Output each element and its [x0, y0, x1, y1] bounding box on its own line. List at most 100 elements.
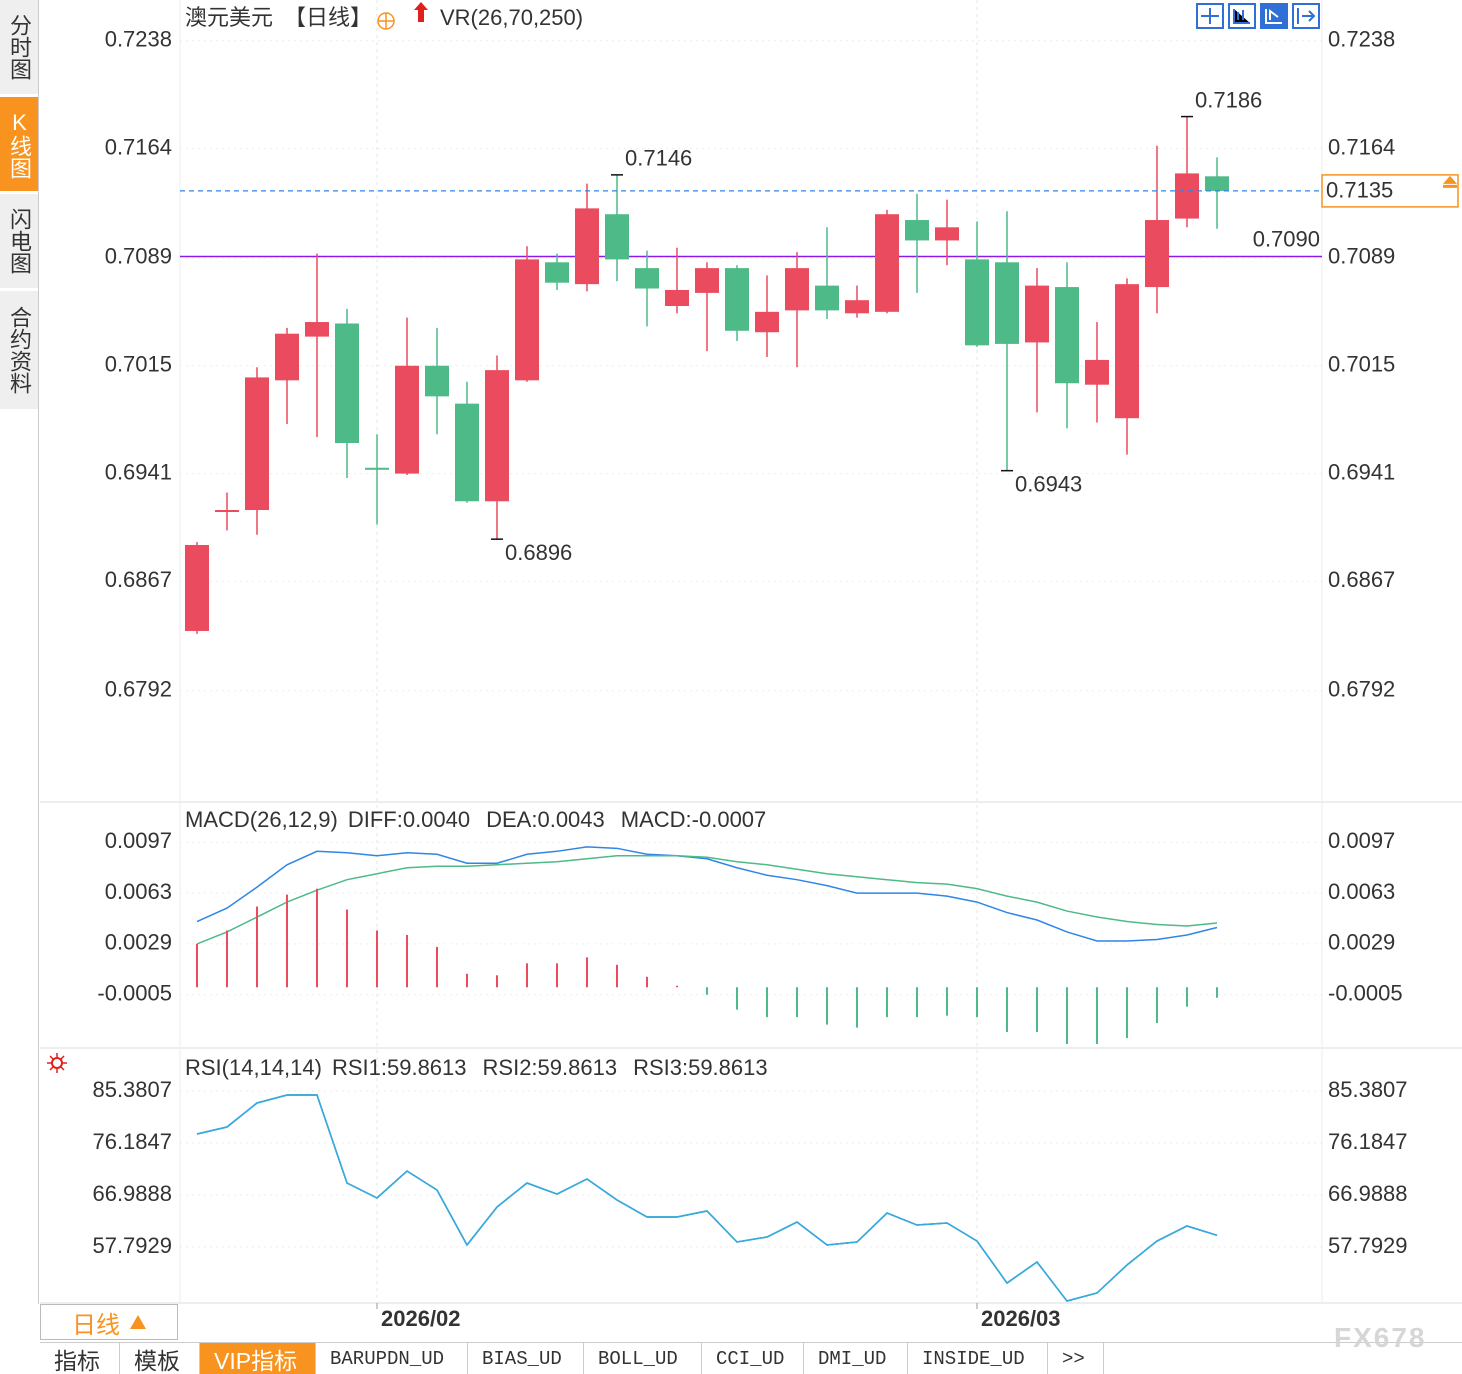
bottom-tab[interactable]: VIP指标: [200, 1343, 316, 1374]
y-tick-label-right: 0.7238: [1328, 27, 1395, 52]
candle-body: [245, 377, 269, 511]
candle-body: [1055, 287, 1079, 384]
y-tick-label: 76.1847: [92, 1129, 172, 1154]
rsi-icon-rays: [47, 1053, 67, 1073]
low-label: 0.6896: [505, 540, 572, 565]
y-tick-label-right: 0.6867: [1328, 567, 1395, 592]
legend-entry: RSI3:59.8613: [633, 1055, 768, 1080]
bottom-tab[interactable]: BARUPDN_UD: [316, 1343, 468, 1374]
series-line: [196, 1094, 1218, 1302]
series-line: [196, 1094, 1218, 1302]
candle-body: [935, 227, 959, 241]
y-tick-label-right: 0.6941: [1328, 459, 1395, 484]
indicator-title: RSI(14,14,14): [185, 1055, 322, 1080]
y-tick-label: 0.0063: [105, 879, 172, 904]
candle-body: [1115, 284, 1139, 419]
y-tick-label: 0.0029: [105, 930, 172, 955]
legend-entry: DEA:0.0043: [486, 807, 605, 832]
period-button[interactable]: 日线: [40, 1304, 178, 1340]
y-tick-label: 0.7015: [105, 352, 172, 377]
y-tick-label-right: 0.7089: [1328, 244, 1395, 269]
candle-body: [485, 370, 509, 502]
settings-icon-glyph: [378, 13, 394, 29]
candle-body: [965, 259, 989, 346]
x-tick-label: 2026/03: [981, 1306, 1061, 1331]
candle-body: [515, 259, 539, 381]
toolbar-icons: [1196, 3, 1320, 29]
candle-body: [575, 208, 599, 285]
y-tick-label-right: 0.0029: [1328, 930, 1395, 955]
candle-body: [365, 467, 389, 470]
y-tick-label: 0.6867: [105, 567, 172, 592]
candle-body: [905, 220, 929, 241]
sidebar: 分时图 K线图 闪电图 合约资料: [0, 0, 39, 1304]
y-tick-label-right: -0.0005: [1328, 981, 1403, 1006]
candle-body: [395, 365, 419, 474]
sidebar-tab[interactable]: K线图: [0, 97, 38, 194]
bottom-tab[interactable]: 模板: [120, 1343, 200, 1374]
low-label: 0.6943: [1015, 471, 1082, 496]
period-arrow: [130, 1315, 146, 1329]
candle-body: [1085, 359, 1109, 385]
sidebar-tab[interactable]: 闪电图: [0, 194, 38, 291]
candle-body: [455, 403, 479, 502]
chart-title: 澳元美元: [185, 5, 273, 30]
x-tick-label: 2026/02: [381, 1306, 461, 1331]
legend-entry: RSI2:59.8613: [483, 1055, 618, 1080]
sidebar-tab[interactable]: 分时图: [0, 0, 38, 97]
series-line: [196, 855, 1218, 945]
icon-button[interactable]: [1260, 3, 1288, 29]
y-tick-label-right: 0.0097: [1328, 828, 1395, 853]
y-tick-label: 0.6792: [105, 677, 172, 702]
legend-entry: MACD:-0.0007: [621, 807, 767, 832]
candle-body: [1025, 285, 1049, 343]
y-tick-label: 0.7238: [105, 27, 172, 52]
bottom-tab-bar: 指标 模板 VIP指标 BARUPDN_UD BIAS_UD BOLL_UD CCI_UD D…: [40, 1342, 1462, 1374]
y-tick-label-right: 0.7164: [1328, 134, 1395, 159]
high-label: 0.7146: [625, 146, 692, 171]
y-tick-label: 0.7089: [105, 244, 172, 269]
y-tick-label: 0.6941: [105, 459, 172, 484]
last-price-arrow: [1443, 175, 1457, 188]
bottom-tab[interactable]: CCI_UD: [702, 1343, 804, 1374]
candle-body: [725, 268, 749, 331]
candle-body: [275, 333, 299, 381]
candle-body: [875, 214, 899, 312]
indicator-arrow[interactable]: [414, 2, 428, 22]
series-line: [196, 846, 1218, 942]
candle-body: [785, 268, 809, 311]
bottom-tab[interactable]: BOLL_UD: [584, 1343, 702, 1374]
candle-body: [215, 510, 239, 513]
bottom-tab[interactable]: >>: [1048, 1343, 1104, 1374]
bottom-tab[interactable]: DMI_UD: [804, 1343, 908, 1374]
y-tick-label-right: 0.7015: [1328, 352, 1395, 377]
y-tick-label: 57.7929: [92, 1233, 172, 1258]
candle-body: [995, 262, 1019, 344]
high-label: 0.7186: [1195, 87, 1262, 112]
indicator-title: MACD(26,12,9): [185, 807, 338, 832]
bottom-tab[interactable]: INSIDE_UD: [908, 1343, 1048, 1374]
y-tick-label-right: 0.0063: [1328, 879, 1395, 904]
period-label: 日线: [72, 1311, 120, 1339]
rsi-icon: [47, 1053, 67, 1073]
candle-body: [605, 214, 629, 260]
candle-body: [1145, 220, 1169, 288]
y-tick-label: 85.3807: [92, 1077, 172, 1102]
bottom-tab[interactable]: 指标: [40, 1343, 120, 1374]
y-tick-label: 0.7164: [105, 134, 172, 159]
y-tick-label: 66.9888: [92, 1181, 172, 1206]
icon-glyph: [1265, 9, 1282, 24]
candle-body: [635, 268, 659, 289]
y-tick-label: -0.0005: [97, 981, 172, 1006]
watermark: FX678: [1334, 1322, 1427, 1353]
legend-entry: DIFF:0.0040: [348, 807, 470, 832]
bottom-tab[interactable]: BIAS_UD: [468, 1343, 584, 1374]
sidebar-tab[interactable]: 合约资料: [0, 291, 38, 412]
legend-entry: RSI1:59.8613: [332, 1055, 467, 1080]
last-price-label: 0.7135: [1326, 178, 1393, 203]
rsi-icon-circle[interactable]: [51, 1057, 63, 1069]
chart-period: 【日线】: [284, 5, 372, 30]
